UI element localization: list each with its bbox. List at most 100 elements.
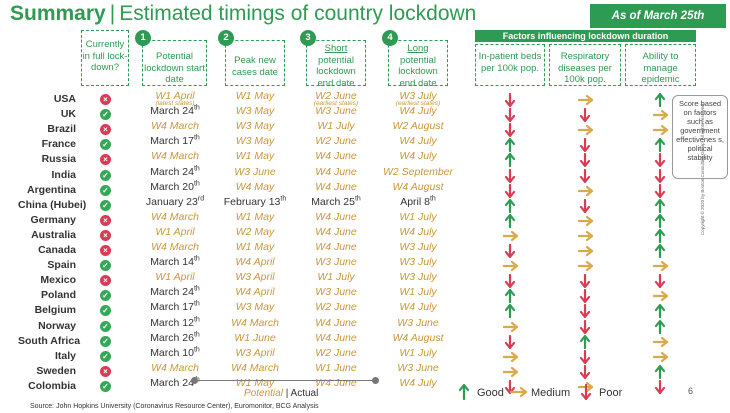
arrow-up-icon (653, 243, 667, 259)
arrow-up-icon (653, 138, 667, 153)
long-label: Long (407, 43, 429, 54)
arrow-right-icon (652, 350, 669, 364)
short-subnote: (earliest states) (313, 100, 359, 107)
peak-date-cell: W3 May (235, 301, 275, 314)
arrow-right-icon (502, 320, 519, 334)
country-name: Australia (31, 228, 76, 241)
peak-date-cell: W3 May (235, 120, 275, 133)
short-date-cell: W1 July (317, 120, 355, 133)
short-date-cell: W2 June (315, 301, 357, 314)
lockdown-yes-icon: ✓ (100, 335, 111, 347)
legend-dot-right (372, 377, 379, 384)
short-date-cell: W2 June (earliest states) (296, 90, 376, 107)
arrow-right-icon (577, 244, 594, 258)
start-date-cell: W4 March (151, 241, 199, 253)
legend-potential: Potential (244, 388, 283, 399)
peak-date-cell: W4 April (235, 256, 275, 269)
country-name: Russia (41, 153, 76, 166)
step-3-badge: 3 (300, 30, 316, 46)
country-name: Germany (30, 213, 76, 226)
long-date-cell: W3 July (399, 256, 437, 269)
short-date-cell: W3 June (315, 105, 357, 118)
country-name: Spain (47, 259, 76, 272)
peak-date-cell: W2 May (235, 225, 275, 238)
arrow-up-icon (503, 153, 517, 168)
lockdown-yes-icon: ✓ (100, 380, 111, 392)
long-date-cell: W4 August (392, 331, 444, 344)
long-date-cell: W4 July (399, 135, 437, 148)
short-date-cell: W4 June (315, 165, 357, 178)
legend-potential-actual: Potential | Actual (244, 388, 318, 399)
start-date-cell: W1 April (155, 271, 195, 284)
arrow-up-icon (503, 138, 517, 153)
long-date-cell: W4 July (399, 376, 437, 389)
start-date-cell: W4 March (151, 210, 199, 223)
arrow-right-icon (577, 229, 594, 243)
legend-poor: Poor (599, 387, 623, 399)
arrow-up-icon (653, 364, 667, 379)
copyright-note: Copyright © 2020 by Boston Consulting Gr… (700, 102, 705, 235)
arrow-right-icon (652, 108, 669, 122)
arrow-down-icon (578, 304, 592, 319)
arrow-right-icon (502, 350, 519, 364)
arrow-right-icon (577, 123, 594, 137)
status-column-header: Currently in full lock-down? (81, 30, 129, 86)
long-column-header: Long potential lockdown end date (388, 40, 448, 89)
lockdown-yes-icon: ✓ (100, 320, 111, 332)
start-date-cell: March 14th (150, 255, 200, 269)
start-date-cell: March 24th (150, 376, 200, 389)
lockdown-no-icon: × (100, 124, 111, 136)
legend-good: Good (477, 387, 504, 399)
start-date-cell: March 20th (150, 180, 200, 193)
start-date-cell: March 17th (150, 300, 200, 314)
factors-header: Factors influencing lockdown duration (475, 30, 696, 42)
start-date-cell: March 26th (150, 331, 200, 344)
lockdown-yes-icon: ✓ (100, 305, 111, 317)
legend-medium-icon (509, 385, 528, 404)
long-date-cell: W4 July (399, 225, 437, 238)
country-name: Poland (40, 289, 76, 302)
start-column-header: Potential lockdown start date (142, 40, 207, 86)
arrow-down-icon (578, 153, 592, 168)
legend-line (195, 380, 375, 381)
lockdown-yes-icon: ✓ (100, 184, 111, 196)
lockdown-yes-icon: ✓ (100, 109, 111, 121)
arrow-down-icon (578, 364, 592, 379)
long-date-cell: W4 July (399, 301, 437, 314)
short-date-cell: W3 June (315, 256, 357, 269)
source-note: Source: John Hopkins University (Coronav… (30, 403, 319, 410)
resp-column-header: Respiratory diseases per 100k pop. (549, 44, 621, 86)
arrow-up-icon (503, 213, 517, 228)
arrow-up-icon (653, 92, 667, 108)
short-date-cell: W1 July (317, 271, 355, 284)
step-4-badge: 4 (382, 30, 398, 46)
arrow-up-icon (653, 228, 667, 243)
arrow-right-icon (502, 229, 519, 243)
country-name: South Africa (18, 334, 81, 347)
arrow-down-icon (578, 349, 592, 364)
long-date-cell: W3 July (earliest states) (378, 90, 458, 107)
lockdown-no-icon: × (100, 275, 111, 287)
arrow-right-icon (652, 335, 669, 349)
start-date-cell: March 17th (150, 134, 200, 148)
lockdown-no-icon: × (100, 214, 111, 226)
arrow-down-icon (653, 379, 667, 394)
country-name: USA (53, 93, 76, 105)
arrow-up-icon (653, 213, 667, 228)
arrow-down-icon (578, 198, 592, 213)
start-subnote: (latest states) (155, 100, 195, 107)
peak-date-cell: W4 March (231, 316, 279, 329)
country-name: China (Hubei) (18, 198, 87, 211)
legend-poor-icon (580, 383, 592, 405)
start-date-cell: March 12th (150, 316, 200, 329)
short-date-cell: W2 June (315, 346, 357, 359)
start-date-cell: W1 April (155, 225, 195, 238)
arrow-up-icon (503, 289, 517, 304)
start-date-cell: W4 March (151, 150, 199, 163)
short-date-cell: W4 June (315, 150, 357, 163)
manage-column-header: Ability to manage epidemic (625, 44, 696, 86)
arrow-down-icon (503, 334, 517, 349)
arrow-down-icon (653, 168, 667, 183)
short-date-cell: W1 June (315, 361, 357, 374)
step-1-badge: 1 (135, 30, 151, 46)
